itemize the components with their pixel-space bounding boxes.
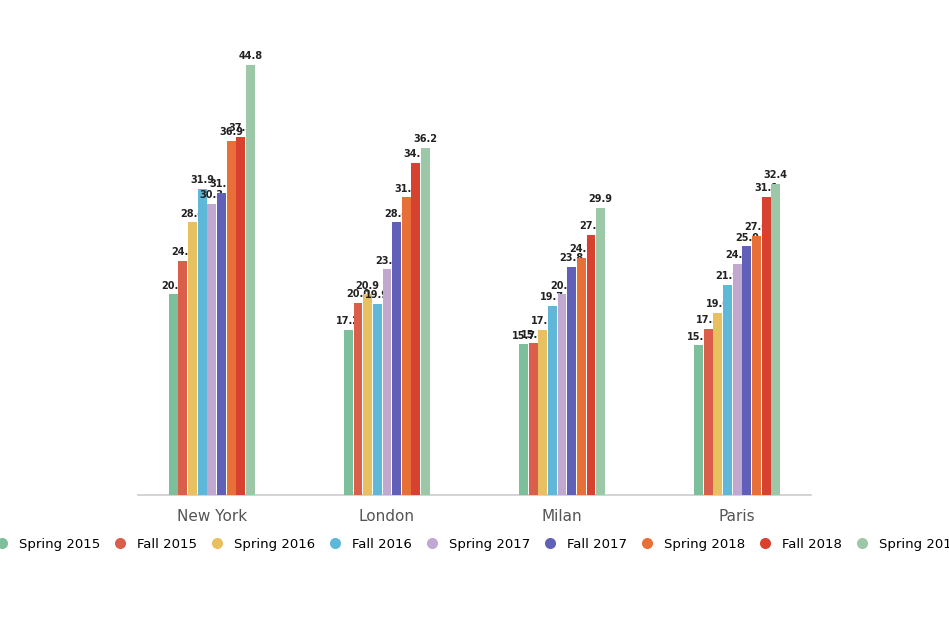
Bar bbox=[169, 294, 177, 495]
Bar bbox=[412, 163, 420, 495]
Bar bbox=[558, 294, 567, 495]
Text: 29.9: 29.9 bbox=[588, 194, 613, 204]
Bar bbox=[568, 267, 576, 495]
Bar bbox=[577, 258, 586, 495]
Bar bbox=[704, 329, 713, 495]
Text: 19.0: 19.0 bbox=[706, 299, 730, 309]
Bar bbox=[373, 304, 381, 495]
Bar bbox=[188, 223, 197, 495]
Text: 25.9: 25.9 bbox=[735, 232, 759, 242]
Text: 17.2: 17.2 bbox=[336, 316, 361, 326]
Text: 31.9: 31.9 bbox=[190, 175, 214, 185]
Bar bbox=[762, 197, 771, 495]
Text: 15.6: 15.6 bbox=[687, 332, 711, 342]
Text: 34.6: 34.6 bbox=[404, 149, 428, 159]
Bar bbox=[344, 330, 353, 495]
Text: 20.9: 20.9 bbox=[161, 281, 185, 291]
Text: 19.7: 19.7 bbox=[540, 292, 565, 302]
Text: 36.2: 36.2 bbox=[414, 134, 437, 144]
Legend: Spring 2015, Fall 2015, Spring 2016, Fall 2016, Spring 2017, Fall 2017, Spring 2: Spring 2015, Fall 2015, Spring 2016, Fal… bbox=[0, 532, 949, 556]
Bar bbox=[538, 330, 548, 495]
Text: 23.8: 23.8 bbox=[560, 253, 584, 263]
Text: 21.9: 21.9 bbox=[716, 271, 739, 281]
Text: 17.3: 17.3 bbox=[697, 315, 720, 325]
Text: 31.0: 31.0 bbox=[394, 184, 419, 193]
Text: 17.2: 17.2 bbox=[530, 316, 555, 326]
Text: 32.4: 32.4 bbox=[764, 170, 788, 180]
Text: 37.3: 37.3 bbox=[229, 123, 252, 133]
Text: 15.8: 15.8 bbox=[521, 330, 546, 340]
Bar bbox=[178, 261, 187, 495]
Bar bbox=[197, 189, 207, 495]
Text: 20.9: 20.9 bbox=[356, 281, 380, 291]
Text: 20.0: 20.0 bbox=[346, 290, 370, 299]
Bar bbox=[772, 184, 780, 495]
Text: 31.5: 31.5 bbox=[210, 179, 233, 189]
Bar bbox=[354, 303, 363, 495]
Bar bbox=[227, 141, 235, 495]
Bar bbox=[519, 344, 528, 495]
Bar bbox=[208, 204, 216, 495]
Text: 44.8: 44.8 bbox=[238, 51, 263, 61]
Bar bbox=[733, 264, 741, 495]
Bar bbox=[382, 270, 391, 495]
Text: 24.1: 24.1 bbox=[725, 250, 749, 260]
Bar bbox=[548, 306, 557, 495]
Bar bbox=[752, 236, 761, 495]
Text: 27.0: 27.0 bbox=[744, 222, 769, 232]
Text: 15.7: 15.7 bbox=[512, 330, 535, 340]
Bar bbox=[217, 193, 226, 495]
Bar bbox=[236, 137, 245, 495]
Bar bbox=[596, 208, 605, 495]
Text: 31.1: 31.1 bbox=[754, 183, 778, 193]
Bar bbox=[392, 223, 401, 495]
Text: 30.3: 30.3 bbox=[200, 190, 224, 200]
Text: 23.5: 23.5 bbox=[375, 255, 399, 265]
Text: 24.4: 24.4 bbox=[171, 247, 195, 257]
Text: 28.4: 28.4 bbox=[384, 208, 409, 219]
Bar bbox=[529, 343, 537, 495]
Bar bbox=[246, 65, 254, 495]
Bar bbox=[401, 197, 411, 495]
Bar bbox=[742, 246, 752, 495]
Text: 19.9: 19.9 bbox=[365, 290, 389, 300]
Bar bbox=[695, 345, 703, 495]
Text: 20.9: 20.9 bbox=[550, 281, 574, 291]
Text: 28.4: 28.4 bbox=[180, 208, 205, 219]
Text: 27.1: 27.1 bbox=[579, 221, 603, 231]
Text: 36.9: 36.9 bbox=[219, 127, 243, 137]
Bar bbox=[363, 294, 372, 495]
Bar bbox=[714, 312, 722, 495]
Bar bbox=[586, 235, 595, 495]
Text: 24.7: 24.7 bbox=[569, 244, 593, 254]
Bar bbox=[421, 148, 430, 495]
Bar bbox=[723, 285, 732, 495]
